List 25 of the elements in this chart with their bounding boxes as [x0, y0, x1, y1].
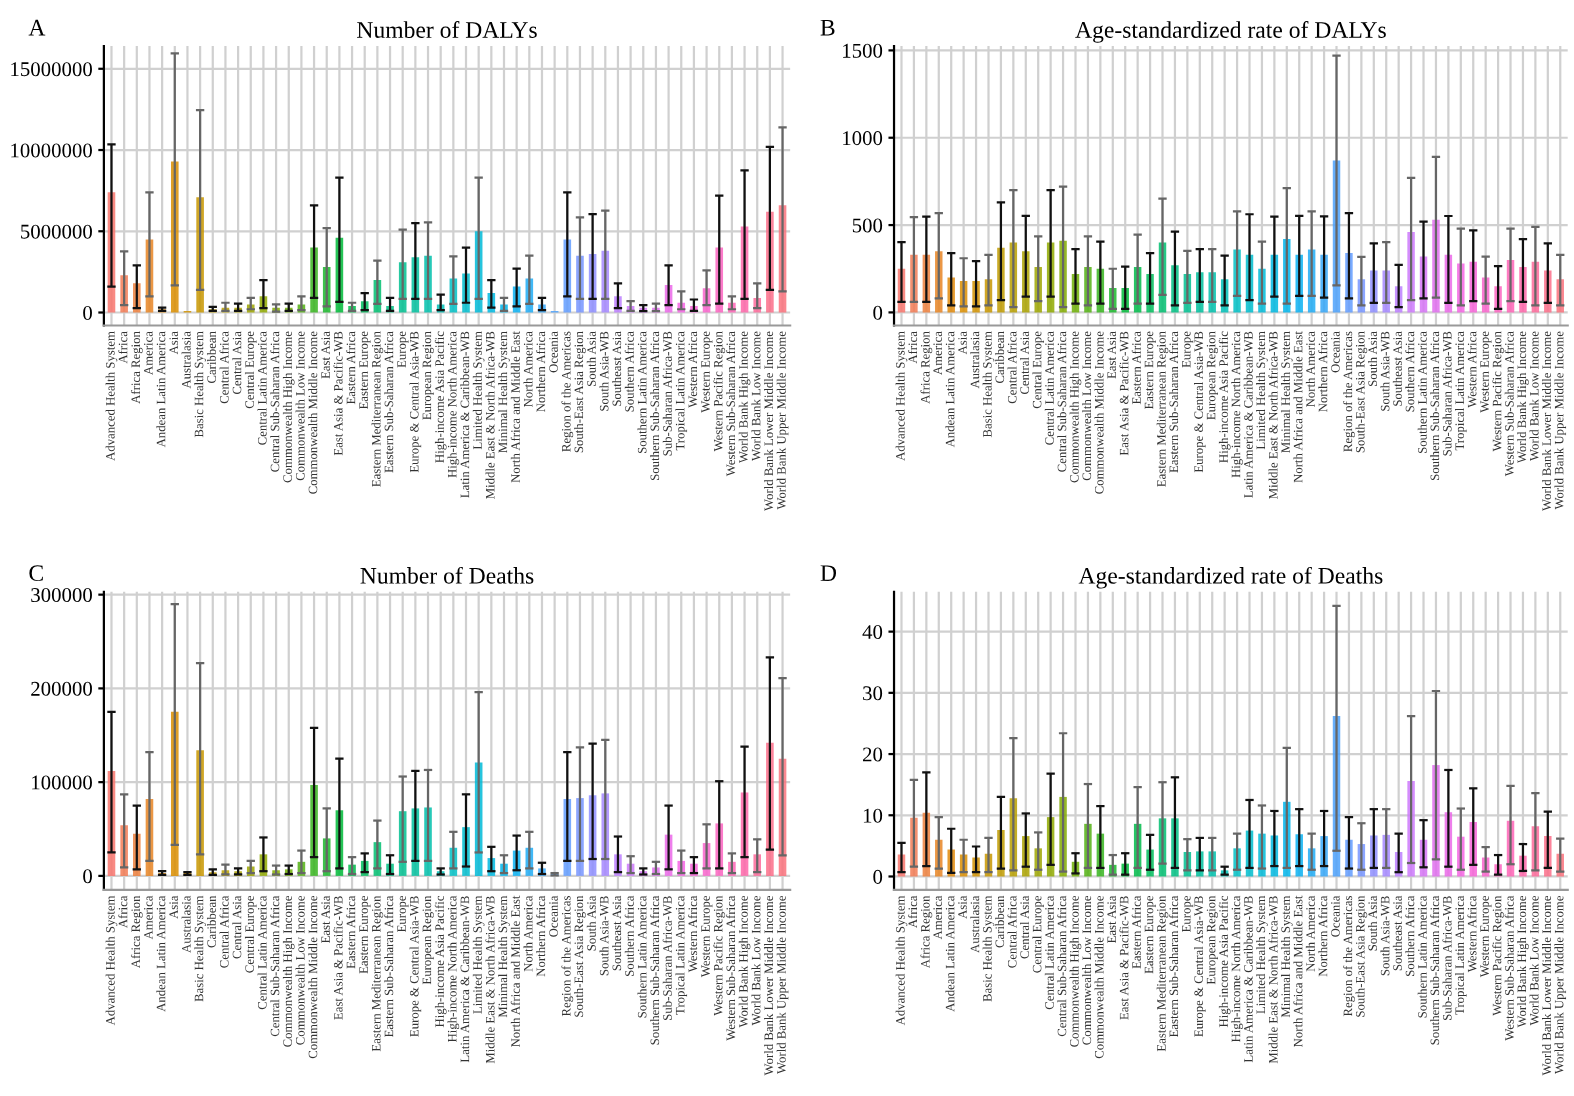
text: A: [28, 19, 46, 36]
y-tick-label: 15000000: [11, 62, 92, 77]
text: C: [29, 565, 43, 582]
y-tick-label: 200000: [31, 681, 92, 696]
chart-title: Age-standardized rate of Deaths: [1078, 566, 1383, 589]
y-tick-label: 100000: [32, 775, 92, 790]
y-tick-label: 1500: [843, 43, 883, 58]
y-tick-label: 500: [852, 218, 883, 233]
y-tick-label: 5000000: [21, 224, 92, 239]
y-tick-label: 0: [873, 305, 883, 320]
y-tick-label: 300000: [31, 588, 92, 603]
y-tick-label: 0: [83, 305, 92, 320]
y-tick-label: 0: [873, 869, 883, 884]
y-tick-label: 40: [862, 625, 883, 640]
chart-title: Number of Deaths: [360, 566, 534, 584]
text: D: [820, 565, 837, 581]
y-tick-label: 10000000: [11, 143, 92, 158]
chart-title: Number of DALYs: [357, 21, 537, 38]
y-tick-label: 30: [863, 686, 883, 701]
chart-title: Age-standardized rate of DALYs: [1075, 21, 1386, 43]
y-tick-label: 1000: [843, 131, 883, 146]
y-tick-label: 0: [83, 869, 92, 884]
y-tick-label: 20: [863, 747, 883, 762]
y-tick-label: 10: [863, 808, 883, 823]
text: B: [820, 19, 835, 36]
